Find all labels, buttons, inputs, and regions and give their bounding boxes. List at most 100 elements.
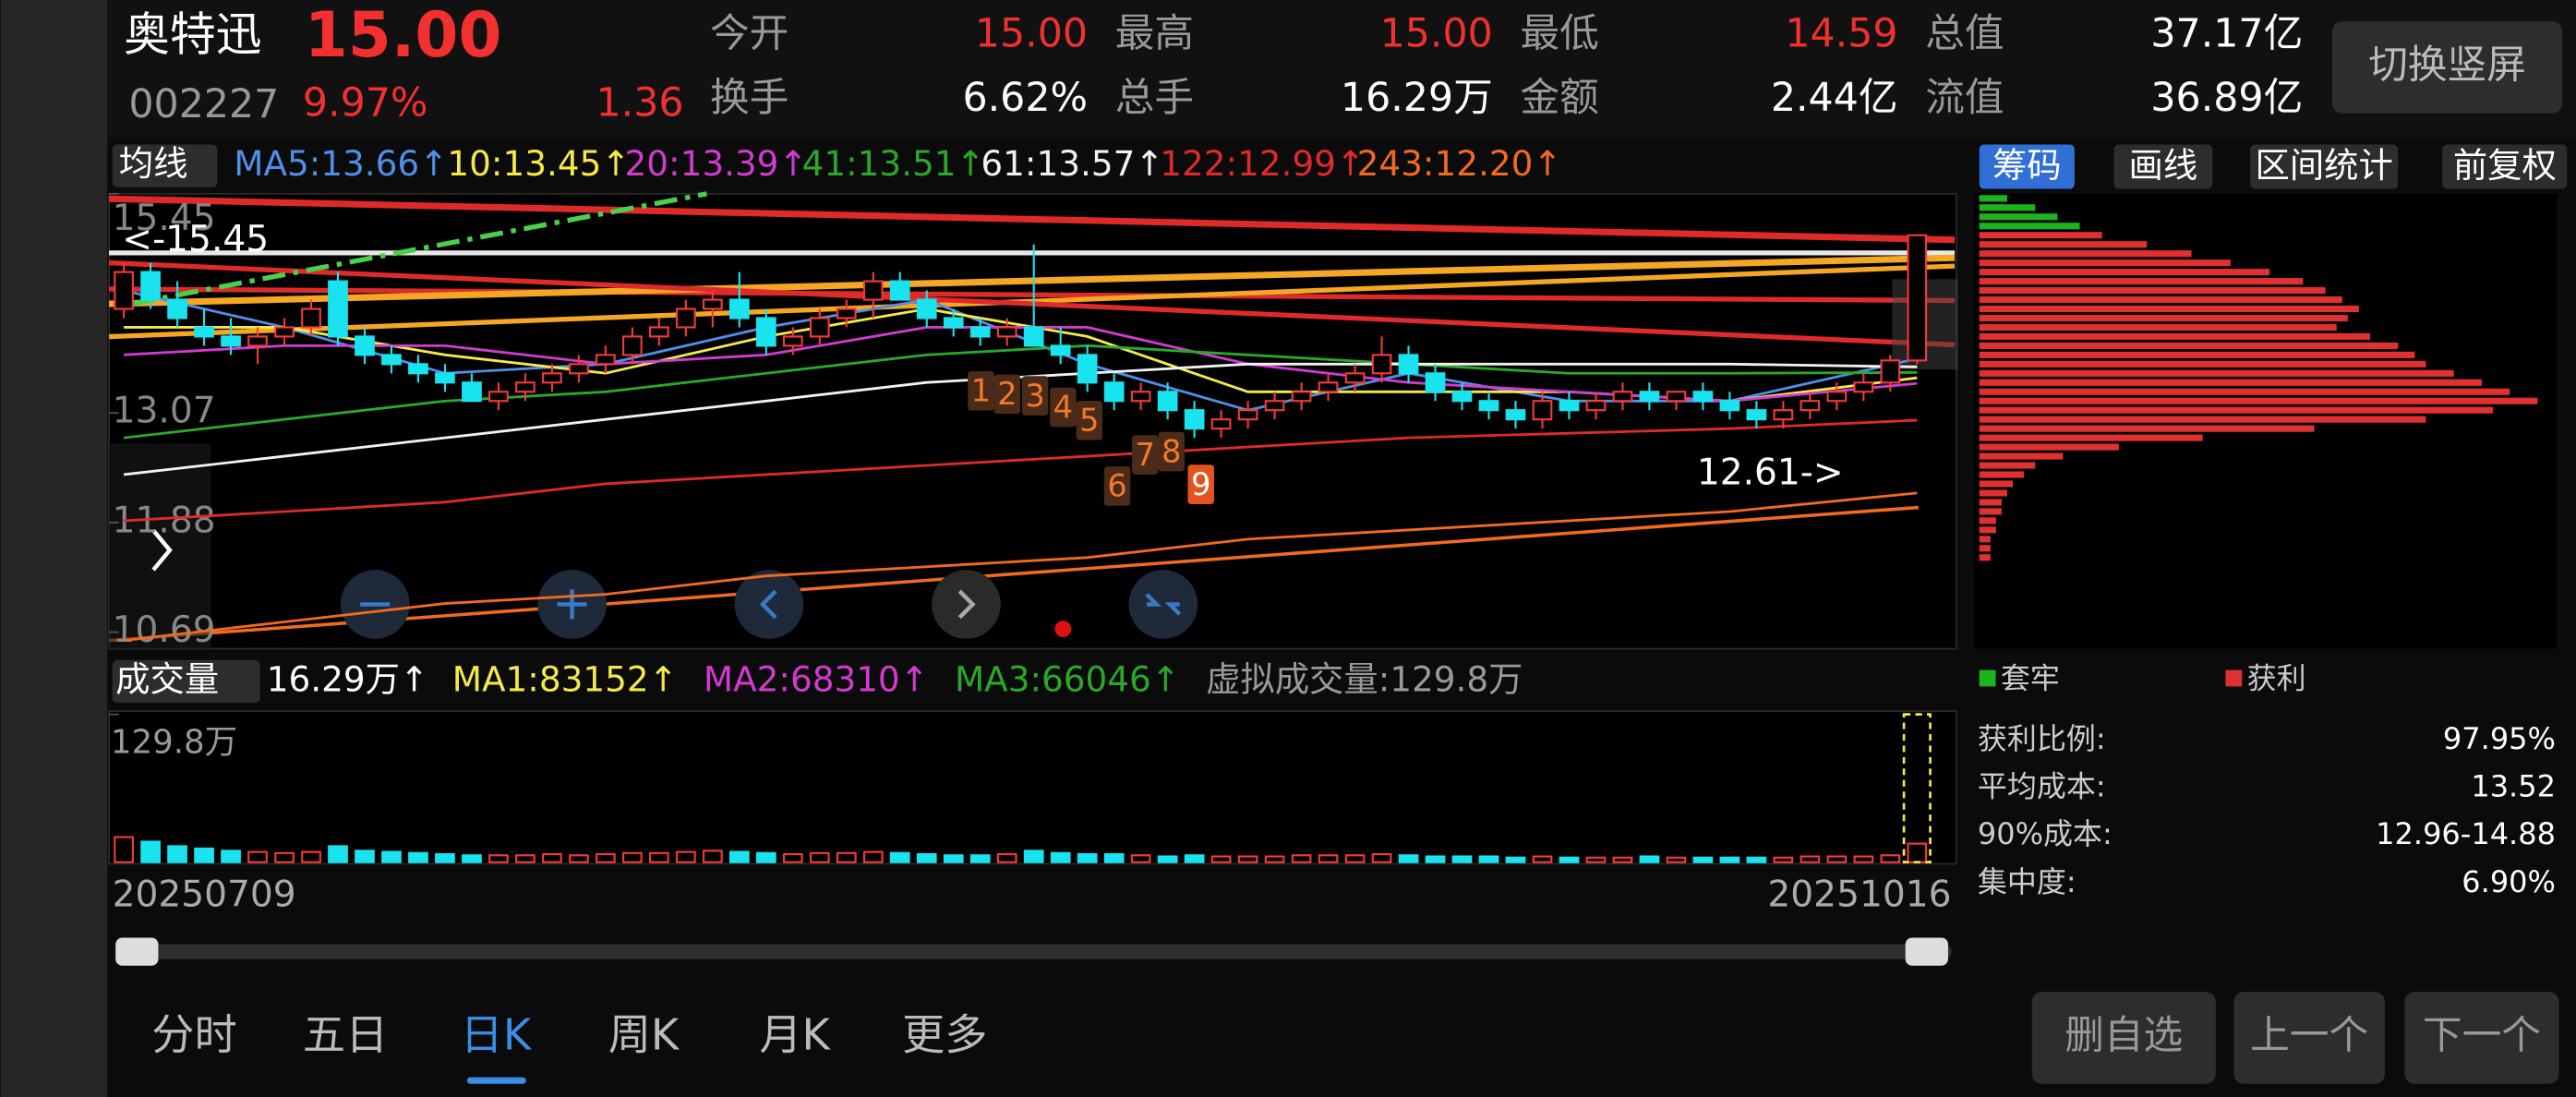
panel-tab-label[interactable]: 区间统计 bbox=[2256, 145, 2393, 186]
drawn-line bbox=[108, 195, 1956, 244]
candle-body bbox=[1050, 344, 1071, 356]
candle-body bbox=[301, 307, 321, 329]
volume-legend: MA1:83152↑ bbox=[452, 659, 678, 700]
volume-bar bbox=[596, 852, 616, 863]
panel-tab-label[interactable]: 筹码 bbox=[1992, 145, 2062, 186]
sequence-box bbox=[1187, 464, 1214, 504]
volume-selector-label[interactable]: 成交量 bbox=[115, 659, 219, 700]
chip-bar bbox=[1979, 526, 1996, 534]
candle-body bbox=[1907, 234, 1928, 362]
side-expander[interactable] bbox=[109, 443, 211, 649]
ma-selector[interactable] bbox=[112, 144, 218, 187]
stat-label: 最低 bbox=[1520, 11, 1598, 57]
y-tick-label: 15.45 bbox=[113, 198, 216, 239]
panel-tab[interactable] bbox=[2250, 144, 2399, 189]
annotation: <-15.45 bbox=[122, 219, 269, 260]
volume-bar bbox=[247, 850, 268, 863]
action-button-label[interactable]: 删自选 bbox=[2064, 1012, 2183, 1058]
volume-tick-label: 129.8万 bbox=[111, 724, 237, 762]
panel-tab-label[interactable]: 前复权 bbox=[2453, 145, 2557, 186]
scrollbar[interactable] bbox=[115, 944, 1952, 959]
prev[interactable] bbox=[734, 570, 804, 639]
chip-bar bbox=[1979, 536, 1991, 543]
stat-value: 13.52 bbox=[2471, 769, 2556, 804]
stat-value: 6.90% bbox=[2462, 864, 2556, 899]
chip-bar bbox=[1979, 195, 2007, 202]
stat-value: 2.44亿 bbox=[1771, 75, 1898, 121]
action-button[interactable] bbox=[2031, 992, 2216, 1084]
date-label: 20251016 bbox=[1767, 874, 1951, 916]
candle-body bbox=[1478, 400, 1499, 412]
volume-selector[interactable] bbox=[112, 659, 260, 704]
action-button[interactable] bbox=[2404, 992, 2559, 1084]
panel-tab[interactable] bbox=[2113, 144, 2213, 189]
period-tab[interactable]: 月K bbox=[759, 1009, 831, 1059]
scroll-handle[interactable] bbox=[115, 937, 159, 966]
volume-bar bbox=[114, 836, 134, 863]
period-tab[interactable]: 五日 bbox=[303, 1009, 388, 1059]
stat-value: 6.62% bbox=[962, 75, 1088, 121]
period-tab[interactable]: 分时 bbox=[151, 1009, 236, 1059]
period-tab[interactable]: 更多 bbox=[902, 1009, 987, 1059]
sequence-label: 6 bbox=[1107, 468, 1127, 504]
volume-bar bbox=[1023, 850, 1044, 863]
volume-bar bbox=[1612, 856, 1633, 863]
volume-bar bbox=[809, 851, 830, 863]
volume-bar bbox=[408, 851, 428, 863]
volume-bar bbox=[542, 852, 562, 863]
ma-line bbox=[124, 418, 1918, 523]
volume-bar bbox=[675, 850, 696, 863]
volume-bar bbox=[1773, 856, 1794, 863]
volume-bar bbox=[1425, 855, 1446, 863]
volume-legend: 16.29万↑ bbox=[267, 659, 428, 700]
volume-bar bbox=[1639, 855, 1660, 863]
reset[interactable] bbox=[1128, 570, 1198, 639]
volume-bar bbox=[221, 850, 241, 863]
candle-body bbox=[782, 335, 803, 347]
sequence-box bbox=[1158, 431, 1185, 472]
chip-bar bbox=[1979, 278, 2304, 285]
y-tick-label: 10.69 bbox=[113, 609, 216, 651]
legend-entry: 20:13.39↑ bbox=[625, 143, 808, 184]
volume-bar bbox=[381, 850, 402, 863]
ma-line bbox=[123, 344, 1918, 440]
action-button-label[interactable]: 下一个 bbox=[2423, 1012, 2541, 1058]
panel-tab[interactable] bbox=[1979, 144, 2075, 189]
panel-tab[interactable] bbox=[2442, 144, 2568, 189]
scroll-handle[interactable] bbox=[1905, 937, 1948, 966]
volume-bar bbox=[1344, 854, 1366, 863]
candle-body bbox=[943, 317, 964, 329]
chip-bar bbox=[1979, 360, 2426, 368]
chip-bar bbox=[1979, 213, 2058, 221]
chip-bar bbox=[1979, 462, 2036, 469]
ma-line bbox=[123, 491, 1918, 643]
panel-tab-label[interactable]: 画线 bbox=[2129, 145, 2198, 186]
candle-body bbox=[702, 298, 723, 310]
ma-selector-label[interactable]: 均线 bbox=[119, 143, 188, 184]
candle-body bbox=[1371, 354, 1392, 375]
volume-bar bbox=[328, 845, 348, 863]
candle-body bbox=[1103, 381, 1125, 403]
candle-body bbox=[1210, 418, 1232, 430]
orientation-button[interactable] bbox=[2332, 21, 2563, 114]
orientation-button-label[interactable]: 切换竖屏 bbox=[2368, 42, 2526, 88]
annotation: 12.61-> bbox=[1697, 452, 1844, 493]
action-button-label[interactable]: 上一个 bbox=[2250, 1012, 2368, 1058]
candle-body bbox=[675, 307, 696, 329]
volume-bar bbox=[1077, 852, 1098, 863]
volume-bar bbox=[1559, 856, 1580, 863]
volume-bar bbox=[1853, 855, 1874, 863]
volume-bar bbox=[1157, 855, 1178, 863]
volume-bar bbox=[1719, 856, 1740, 863]
volume-bar bbox=[1237, 855, 1258, 863]
action-button[interactable] bbox=[2233, 992, 2385, 1084]
candle-body bbox=[1853, 381, 1874, 393]
stat-label: 总手 bbox=[1115, 75, 1194, 121]
volume-bar bbox=[569, 854, 589, 863]
volume-bar bbox=[1184, 854, 1205, 863]
control-icons bbox=[360, 589, 1182, 620]
candle-body bbox=[889, 280, 910, 301]
period-tab[interactable]: 日K bbox=[461, 1009, 533, 1059]
next[interactable] bbox=[932, 570, 1001, 639]
period-tab[interactable]: 周K bbox=[608, 1009, 680, 1059]
